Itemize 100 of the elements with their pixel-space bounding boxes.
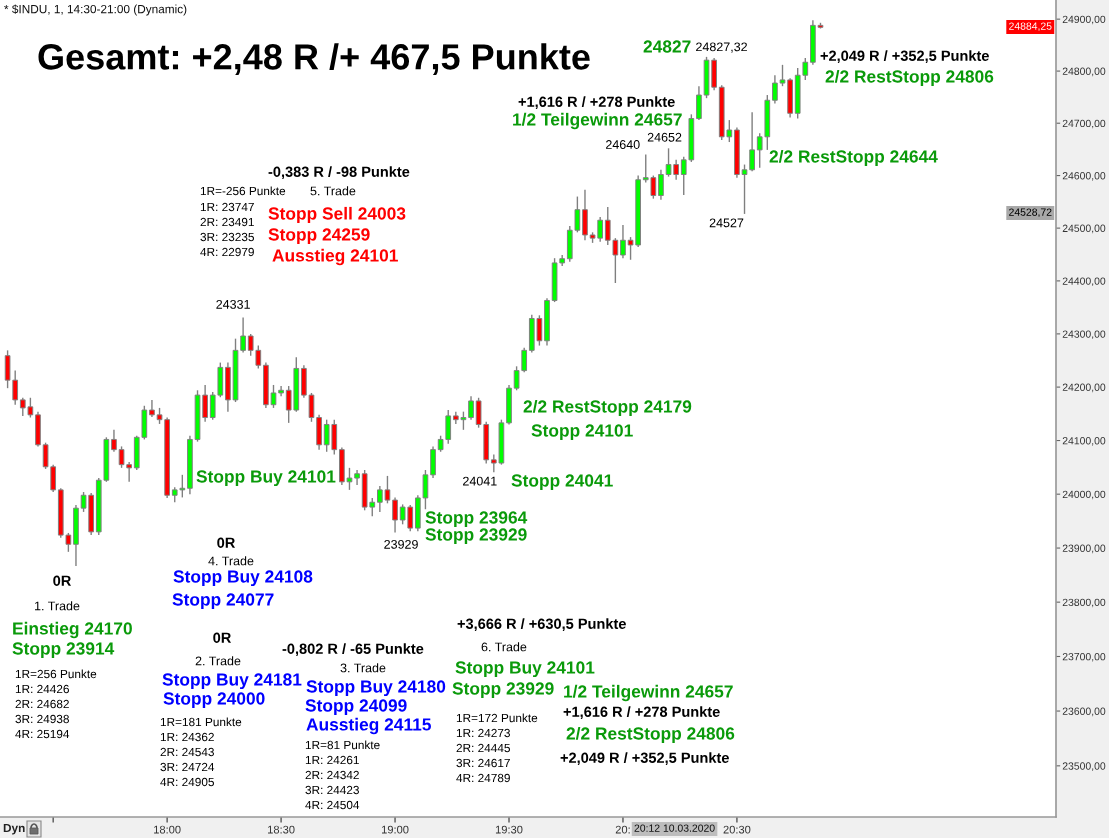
y-tick-label: 23900,00 [1062,544,1106,554]
candlestick [392,496,398,534]
annotation: 0R [213,632,232,643]
annotation: 4. Trade [208,556,254,566]
annotation: Stopp 23964 [425,511,528,528]
annotation: 3R: 24938 [15,714,69,724]
y-tick-label: 24200,00 [1062,383,1106,393]
annotation: Ausstieg 24101 [272,248,398,266]
candlestick [111,429,117,453]
text: Gesamt: +2,48 R /+ 467,5 Punkte [38,43,590,75]
annotation: 24827,32 [696,42,747,53]
annotation: 1R=172 Punkte [456,713,538,723]
annotation: 24041 [463,476,497,486]
annotation: Stopp 23929 [425,528,527,545]
annotation: 1R=81 Punkte [305,740,380,750]
annotation: Stopp 24099 [305,699,407,716]
y-tick-label: 24600,00 [1062,172,1106,181]
annotation: 2/2 RestStopp 24806 [825,69,994,87]
annotation: 4R: 25194 [15,729,70,739]
annotation: Stopp 23914 [12,642,115,659]
y-tick-label: 24800,00 [1062,67,1106,77]
annotation: Stopp Buy 24180 [306,680,446,697]
annotation: 2R: 24342 [305,770,359,780]
annotation: 3R: 24423 [305,785,359,795]
chart-subtitle: * $INDU, 1, 14:30-21:00 (Dynamic) [4,4,187,16]
annotation: 4R: 24905 [160,777,214,787]
annotation: 2/2 RestStopp 24806 [566,726,735,744]
annotation: 23929 [384,539,418,549]
annotation: +2,049 R / +352,5 Punkte [560,752,729,766]
text: 20:12 10.03.2020 [634,824,715,832]
y-tick-label: 23800,00 [1062,598,1106,608]
annotation: 1/2 Teilgewinn 24657 [564,684,733,702]
annotation: Stopp 24259 [268,228,370,245]
x-tick-label: 18:30 [268,825,295,834]
annotation: 24527 [709,218,744,228]
annotation: Stopp Buy 24181 [162,673,302,690]
annotation: 24640 [606,140,640,149]
annotation: 1R: 24261 [305,755,359,765]
annotation: 0R [217,537,236,548]
candlestick [620,224,626,259]
y-tick-label: 23500,00 [1062,762,1106,771]
annotation: Stopp Buy 24108 [173,570,313,587]
y-tick-label: 24100,00 [1062,437,1106,446]
candlestick [658,169,664,201]
x-tick-label: 20:30 [723,825,751,834]
annotation: 0R [53,575,72,586]
annotation: 1R=256 Punkte [15,669,97,679]
annotation: 4R: 24504 [305,800,360,810]
annotation: Ausstieg 24115 [306,717,431,735]
annotation: Stopp 24041 [511,474,613,491]
annotation: -0,383 R / -98 Punkte [268,166,410,180]
annotation: 1R=-256 Punkte [200,186,286,196]
annotation: 4R: 22979 [200,247,254,257]
annotation: 4R: 24789 [456,773,510,783]
x-tick-label: 19:00 [382,825,409,834]
annotation: +3,666 R / +630,5 Punkte [457,618,626,632]
x-tick-label: 20: [615,825,630,834]
annotation: 1R=181 Punkte [160,717,242,727]
annotation: 1R: 24362 [160,732,214,742]
annotation: 3R: 24724 [160,762,215,772]
annotation: 2/2 RestStopp 24644 [769,149,938,167]
annotation: 1. Trade [35,601,80,611]
annotation: 1R: 24273 [456,728,510,738]
annotation: Stopp 24101 [531,424,633,441]
x-tick-label: 19:30 [495,825,523,834]
candlestick [696,85,702,121]
annotation: 2/2 RestStopp 24179 [523,399,692,417]
annotation: +1,616 R / +278 Punkte [563,706,720,720]
annotation: 24652 [647,132,682,142]
annotation: 3R: 23235 [200,232,254,242]
x-tick-label: 18:00 [154,825,181,834]
annotation: 2R: 24682 [15,699,69,709]
y-tick-label: 24300,00 [1062,330,1106,339]
annotation: 24331 [216,299,250,309]
annotation: 6. Trade [481,642,527,652]
annotation: Stopp Buy 24101 [455,661,595,678]
candlestick [468,395,474,421]
annotation: +1,616 R / +278 Punkte [518,96,675,110]
y-tick-label: 23600,00 [1062,707,1106,717]
y-tick-label: 24400,00 [1062,277,1106,286]
annotation: 2R: 24543 [160,747,214,757]
annotation: 2. Trade [195,656,241,666]
annotation: +2,049 R / +352,5 Punkte [820,50,989,64]
y-tick-label: 23700,00 [1062,652,1106,662]
annotation: Einstieg 24170 [13,621,132,639]
text: Dyn [3,823,25,835]
annotation: Stopp Buy 24101 [196,470,336,487]
annotation: 5. Trade [310,186,356,196]
annotation: 1/2 Teilgewinn 24657 [513,112,682,130]
annotation: Stopp 23929 [452,682,554,699]
annotation: Stopp 24077 [172,593,274,610]
annotation: 24827 [643,40,691,53]
annotation: 24528,72 [1009,208,1052,218]
annotation: Stopp Sell 24003 [268,206,406,224]
annotation: 1R: 23747 [200,202,254,212]
y-tick-label: 24000,00 [1062,490,1106,500]
annotation: 1R: 24426 [15,684,69,694]
y-tick-label: 24500,00 [1062,224,1106,234]
annotation: 3. Trade [340,663,386,673]
y-tick-label: 24900,00 [1062,15,1106,25]
